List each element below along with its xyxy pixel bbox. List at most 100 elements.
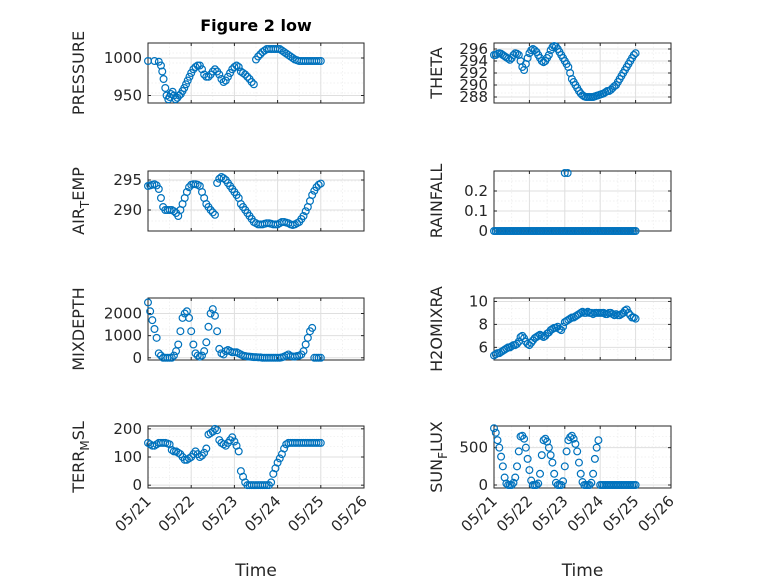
data-point	[204, 72, 213, 81]
y-tick-label: 0	[478, 476, 488, 494]
data-point	[148, 316, 157, 325]
data-point	[210, 210, 219, 219]
data-point	[254, 52, 263, 61]
data-point	[312, 438, 321, 447]
data-point	[210, 311, 219, 320]
data-point	[520, 434, 529, 443]
data-point	[167, 445, 176, 454]
y-tick-label: 10	[469, 292, 488, 310]
data-point	[576, 469, 585, 478]
data-point	[571, 439, 580, 448]
data-point	[213, 327, 222, 336]
data-point	[243, 72, 252, 81]
data-point	[523, 454, 532, 463]
data-point	[234, 62, 243, 71]
data-point	[169, 447, 178, 456]
data-point	[273, 458, 282, 467]
y-axis-label: RAINFALL	[427, 164, 446, 239]
data-point	[180, 83, 189, 92]
y-axis-label: PRESSURE	[69, 31, 88, 115]
y-tick-label: 295	[113, 171, 142, 189]
data-point	[241, 70, 250, 79]
data-point	[185, 313, 194, 322]
x-tick-label: 05/26	[328, 492, 371, 535]
data-point	[629, 313, 638, 322]
data-point	[200, 448, 209, 457]
data-point	[267, 478, 276, 487]
data-point	[198, 65, 207, 74]
data-point	[312, 56, 321, 65]
data-point	[275, 454, 284, 463]
data-point	[208, 208, 217, 217]
data-point	[594, 436, 603, 445]
data-point	[316, 438, 325, 447]
x-tick-label: 05/21	[112, 492, 155, 535]
data-point	[204, 322, 213, 331]
data-point	[169, 351, 178, 360]
y-tick-label: 100	[113, 448, 142, 466]
data-point	[490, 424, 499, 433]
data-point	[514, 447, 523, 456]
y-tick-label: 294	[459, 52, 488, 70]
subplot-terr_msl: 0 100 200 05/21 05/22 05/23 05/24 05/25 05/26 TER…	[69, 420, 371, 581]
data-point	[180, 455, 189, 464]
data-point	[152, 333, 161, 342]
data-point	[230, 437, 239, 446]
data-point	[559, 322, 568, 331]
data-point	[299, 212, 308, 221]
data-point	[202, 338, 211, 347]
data-point	[312, 353, 321, 362]
data-point	[589, 469, 598, 478]
axes-border-pressure	[147, 42, 365, 104]
axes-border-air_temp	[147, 170, 365, 232]
data-point	[230, 62, 239, 71]
x-tick-label: 05/25	[599, 492, 642, 535]
y-tick-label: 1000	[104, 327, 142, 345]
data-point	[548, 458, 557, 467]
data-point	[592, 443, 601, 452]
data-point	[566, 433, 575, 442]
data-point	[316, 353, 325, 362]
data-point	[569, 434, 578, 443]
data-point	[495, 443, 504, 452]
x-axis-label: Time	[234, 561, 277, 581]
y-tick-label: 1000	[104, 49, 142, 67]
subplot-rainfall: 0 0.1 0.2 RAINFALL	[427, 164, 672, 240]
data-point	[308, 323, 317, 332]
y-axis-label: SUNFLUX	[427, 421, 450, 493]
data-point	[159, 74, 168, 83]
data-point	[247, 77, 256, 86]
data-point	[228, 433, 237, 442]
data-point	[273, 44, 282, 53]
x-axis-label: Time	[561, 561, 604, 581]
data-point	[511, 473, 520, 482]
y-tick-label: 0	[132, 349, 142, 367]
y-tick-label: 0.1	[464, 202, 488, 220]
subplot-mixdepth: 0 1000 2000 MIXDEPTH	[69, 287, 365, 371]
data-point	[509, 478, 518, 487]
data-point	[206, 309, 215, 318]
data-point	[182, 188, 191, 197]
data-point	[498, 462, 507, 471]
data-point	[206, 206, 215, 215]
data-point	[165, 353, 174, 362]
data-point	[232, 61, 241, 70]
y-axis-label: AIRTEMP	[69, 167, 92, 235]
data-point	[158, 67, 167, 76]
data-point	[200, 347, 209, 356]
data-point	[150, 325, 159, 334]
data-point	[156, 61, 165, 70]
data-point	[176, 327, 185, 336]
data-point	[513, 462, 522, 471]
y-tick-label: 500	[459, 439, 488, 457]
data-point	[314, 438, 323, 447]
data-point	[187, 327, 196, 336]
data-point	[150, 56, 159, 65]
x-tick-label: 05/22	[493, 492, 536, 535]
y-tick-label: 290	[113, 201, 142, 219]
data-point	[525, 466, 534, 475]
data-point	[537, 451, 546, 460]
data-point	[202, 72, 211, 81]
data-point	[213, 179, 222, 188]
data-point	[548, 43, 557, 52]
